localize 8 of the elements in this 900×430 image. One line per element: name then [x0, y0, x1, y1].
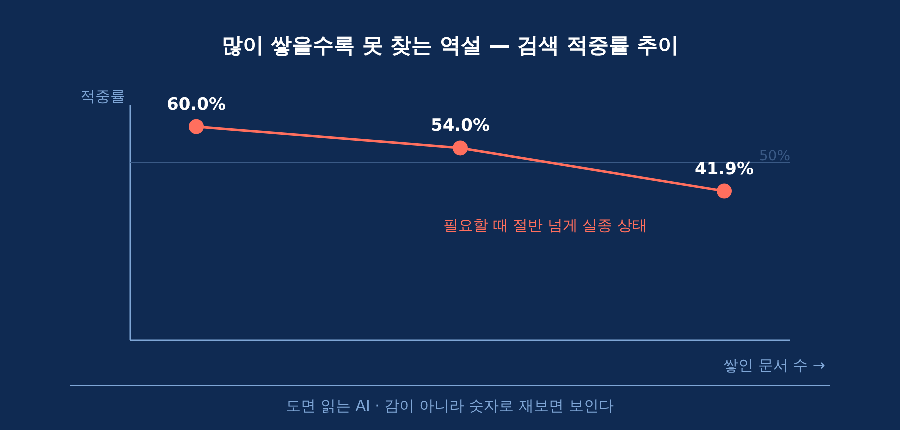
data-label: 41.9%	[695, 159, 754, 180]
annotation: 필요할 때 절반 넘게 실종 상태	[444, 216, 648, 234]
chart-title: 많이 쌓을수록 못 찾는 역설 — 검색 적중률 추이	[222, 34, 680, 58]
text: 도면 읽는 AI · 감이 아니라 숫자로 재보면 보인다	[286, 396, 614, 417]
y-axis-title: 적중률	[80, 88, 126, 106]
data-label: 54.0%	[431, 116, 490, 136]
x-axis-title: 쌓인 문서 수 →	[724, 356, 826, 374]
data-label: 60.0%	[167, 94, 226, 115]
